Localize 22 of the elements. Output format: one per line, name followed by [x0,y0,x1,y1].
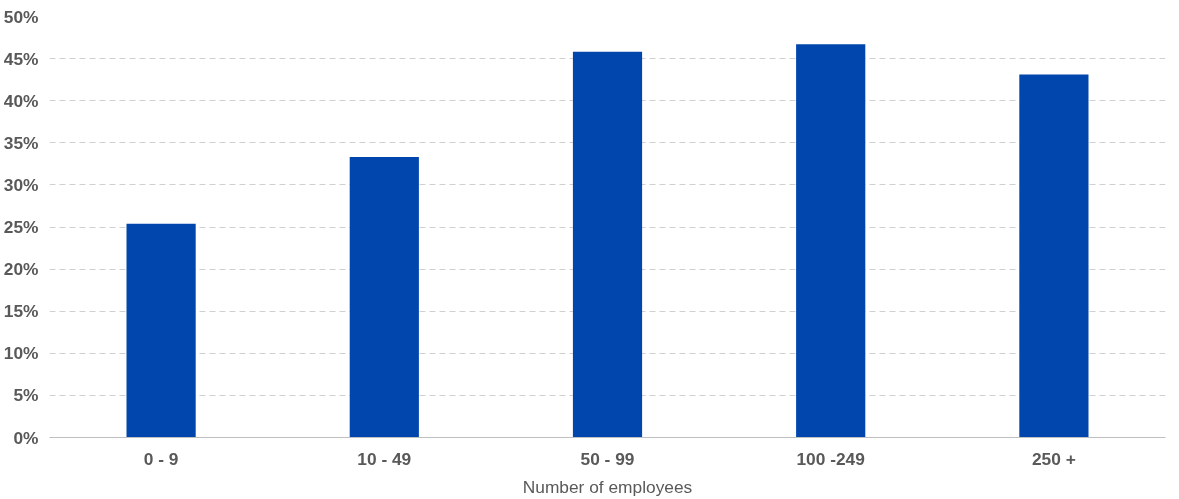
y-tick-label: 15% [3,301,39,322]
bar [349,157,419,438]
bar [1019,74,1089,438]
bar [796,44,866,438]
y-tick-label: 30% [3,174,39,195]
x-tick-label: 100 -249 [796,448,865,469]
y-tick-label: 10% [3,343,39,364]
x-tick-label: 50 - 99 [580,448,635,469]
y-tick-label: 45% [3,48,39,69]
x-tick-label: 0 - 9 [143,448,179,469]
y-tick-label: 40% [3,90,39,111]
bar [572,51,643,438]
y-tick-label: 50% [3,6,39,27]
y-tick-label: 5% [13,385,39,406]
y-tick-label: 35% [3,132,39,153]
x-tick-label: 250 + [1031,448,1076,469]
bar [126,223,196,438]
x-tick-label: 10 - 49 [357,448,412,469]
x-axis-title: Number of employees [522,476,693,497]
y-tick-label: 25% [3,217,39,237]
y-tick-label: 20% [3,259,39,280]
y-tick-label: 0% [13,427,39,448]
